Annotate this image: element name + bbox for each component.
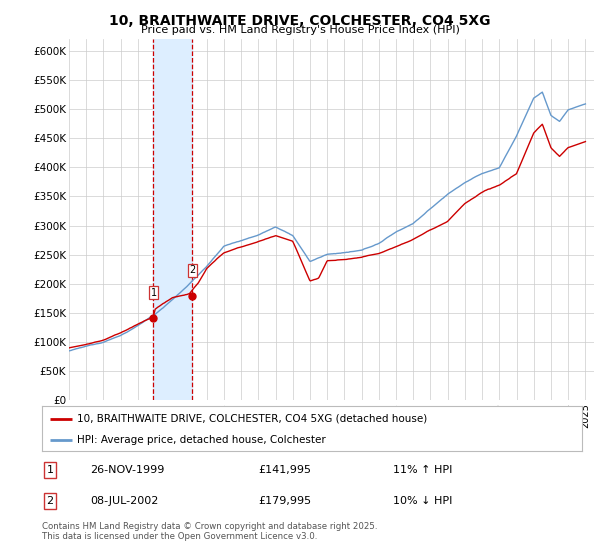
Text: Contains HM Land Registry data © Crown copyright and database right 2025.
This d: Contains HM Land Registry data © Crown c… [42,522,377,542]
Text: HPI: Average price, detached house, Colchester: HPI: Average price, detached house, Colc… [77,435,326,445]
Text: Price paid vs. HM Land Registry's House Price Index (HPI): Price paid vs. HM Land Registry's House … [140,25,460,35]
Text: 10, BRAITHWAITE DRIVE, COLCHESTER, CO4 5XG: 10, BRAITHWAITE DRIVE, COLCHESTER, CO4 5… [109,14,491,28]
Text: £141,995: £141,995 [258,465,311,475]
Text: 10% ↓ HPI: 10% ↓ HPI [393,496,452,506]
Text: 08-JUL-2002: 08-JUL-2002 [91,496,159,506]
Text: £179,995: £179,995 [258,496,311,506]
Text: 2: 2 [47,496,53,506]
Text: 26-NOV-1999: 26-NOV-1999 [91,465,165,475]
Text: 10, BRAITHWAITE DRIVE, COLCHESTER, CO4 5XG (detached house): 10, BRAITHWAITE DRIVE, COLCHESTER, CO4 5… [77,413,427,423]
Bar [153,39,192,400]
Text: 2: 2 [189,265,196,276]
Text: 1: 1 [47,465,53,475]
Text: 11% ↑ HPI: 11% ↑ HPI [393,465,452,475]
Text: 1: 1 [151,287,157,297]
